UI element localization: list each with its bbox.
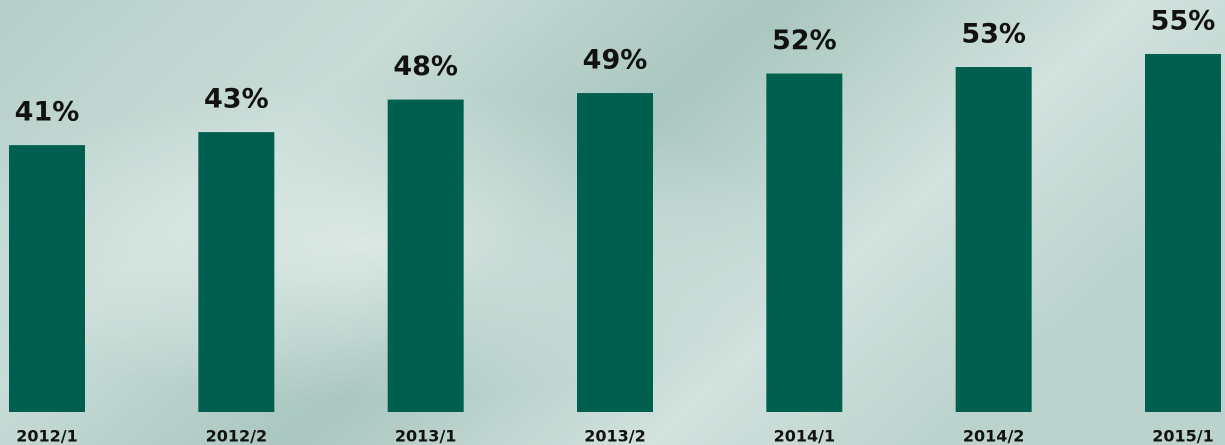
bar <box>9 145 85 413</box>
value-label: 53% <box>961 19 1026 50</box>
category-label: 2012/2 <box>206 427 268 445</box>
bar <box>577 93 653 413</box>
value-label: 41% <box>15 97 80 128</box>
value-label: 43% <box>204 84 269 115</box>
bar <box>1145 54 1221 412</box>
bars: 41% 2012/1 43% 2012/2 48% 2013/1 49% 2013/2 52% 2… <box>9 6 1221 445</box>
value-label: 48% <box>393 51 458 82</box>
bar <box>955 67 1032 412</box>
bar <box>198 132 275 413</box>
value-label: 49% <box>583 45 648 76</box>
value-label: 55% <box>1151 6 1216 37</box>
category-label: 2015/1 <box>1152 427 1214 445</box>
category-label: 2013/2 <box>584 427 646 445</box>
category-label: 2012/1 <box>16 427 78 445</box>
bar <box>766 73 843 412</box>
category-label: 2014/1 <box>774 427 836 445</box>
value-label: 52% <box>772 25 837 56</box>
bar <box>387 99 464 413</box>
category-label: 2014/2 <box>963 427 1025 445</box>
category-label: 2013/1 <box>395 427 457 445</box>
